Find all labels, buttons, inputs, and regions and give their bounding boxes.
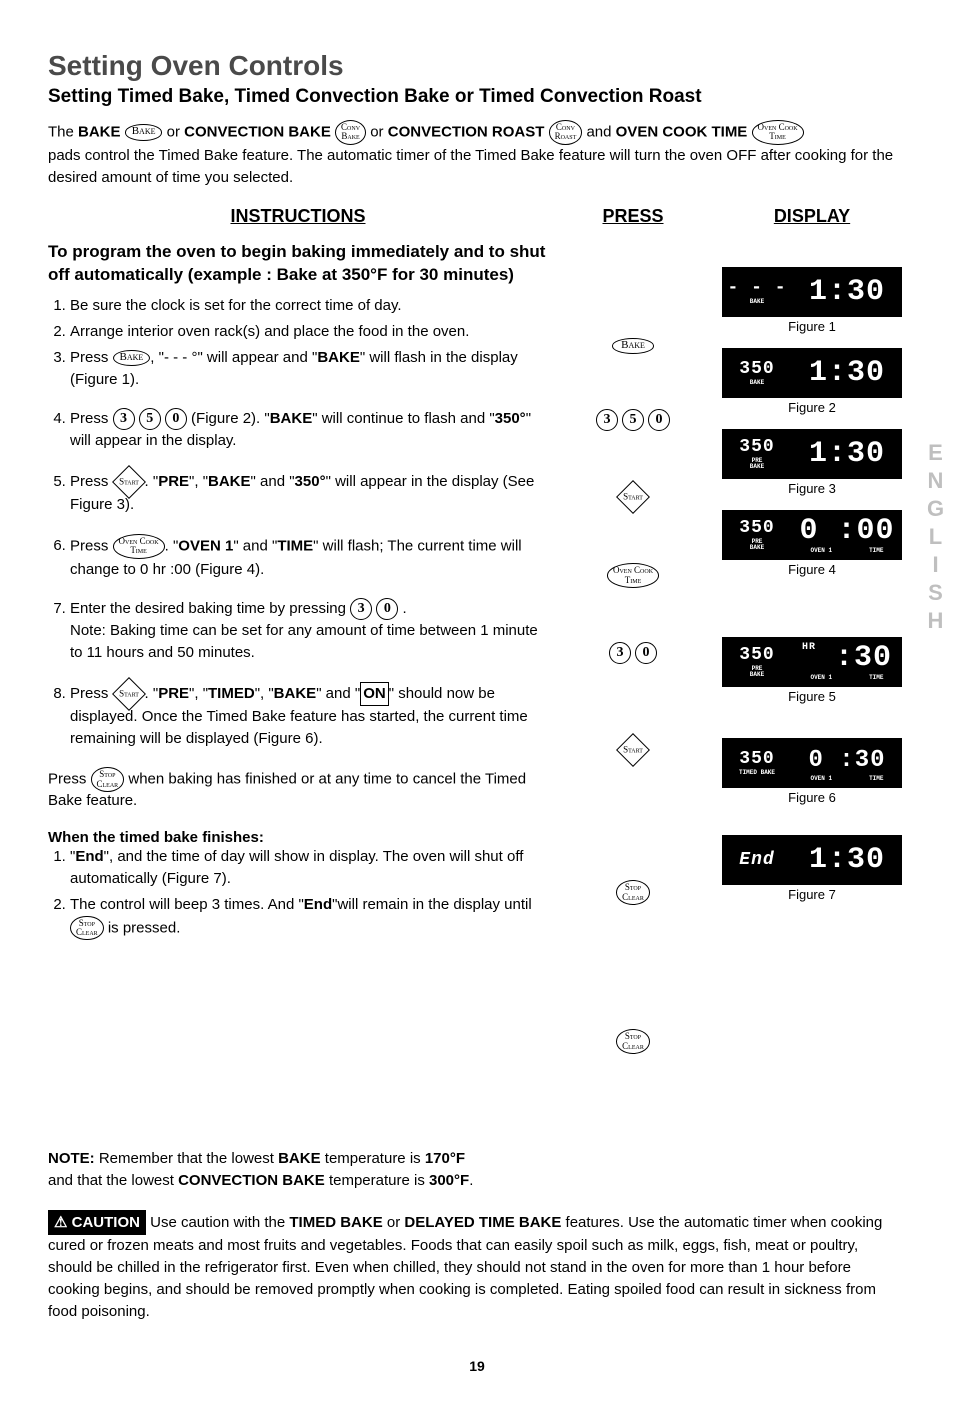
press-ovencook: Oven CookTime (548, 563, 718, 588)
display-header: DISPLAY (718, 206, 906, 227)
display-fig1: - - -BAKE 1:30 (722, 267, 902, 317)
oven-cook-time-pad-icon: Oven CookTime (113, 534, 165, 559)
finish-2: The control will beep 3 times. And "End"… (70, 894, 548, 941)
page-subtitle: Setting Timed Bake, Timed Convection Bak… (48, 86, 906, 108)
on-box: ON (360, 682, 389, 706)
digit-0-icon: 0 (165, 408, 187, 430)
display-fig5: 350PREBAKE HR :30OVEN 1TIME (722, 637, 902, 687)
bake-pad-icon: Bake (113, 350, 151, 367)
step-6: Press Oven CookTime. "OVEN 1" and "TIME"… (70, 534, 548, 581)
digit-5-icon: 5 (622, 409, 644, 431)
press-stop2: StopClear (548, 1029, 718, 1054)
step-2: Arrange interior oven rack(s) and place … (70, 321, 548, 343)
fig5-label: Figure 5 (718, 689, 906, 704)
example-heading: To program the oven to begin baking imme… (48, 241, 548, 287)
page-number: 19 (48, 1358, 906, 1374)
stop-clear-pad-icon: StopClear (616, 880, 650, 905)
step-3: Press Bake, "- - - °" will appear and "B… (70, 347, 548, 391)
fig1-label: Figure 1 (718, 319, 906, 334)
start-pad-icon: Start (112, 465, 146, 499)
press-start: Start (548, 485, 718, 509)
fig2-label: Figure 2 (718, 400, 906, 415)
fig3-label: Figure 3 (718, 481, 906, 496)
display-fig3: 350PREBAKE 1:30 (722, 429, 902, 479)
fig4-label: Figure 4 (718, 562, 906, 577)
fig6-label: Figure 6 (718, 790, 906, 805)
instructions-header: INSTRUCTIONS (48, 206, 548, 227)
oven-cook-time-pad-icon: Oven CookTime (607, 563, 659, 588)
instructions-column: To program the oven to begin baking imme… (48, 237, 548, 1108)
press-bake: Bake (548, 337, 718, 355)
finishes-heading: When the timed bake finishes: (48, 829, 548, 846)
stop-clear-pad-icon: StopClear (616, 1029, 650, 1054)
fig7-label: Figure 7 (718, 887, 906, 902)
conv-bake-pad-icon: ConvBake (335, 120, 366, 145)
press-30: 30 (548, 642, 718, 664)
step-5: Press Start. "PRE", "BAKE" and "350°" wi… (70, 470, 548, 516)
display-fig4: 350PREBAKE 0 :00OVEN 1TIME (722, 510, 902, 560)
digit-3-icon: 3 (113, 408, 135, 430)
start-pad-icon: Start (616, 480, 650, 514)
press-start2: Start (548, 738, 718, 762)
stop-clear-pad-icon: StopClear (91, 767, 125, 792)
step-8: Press Start. "PRE", "TIMED", "BAKE" and … (70, 682, 548, 750)
digit-3-icon: 3 (596, 409, 618, 431)
press-350: 350 (548, 409, 718, 431)
side-watermark: ENGLISH (922, 440, 948, 636)
digit-0-icon: 0 (635, 642, 657, 664)
display-fig7: End 1:30 (722, 835, 902, 885)
stop-clear-pad-icon: StopClear (70, 916, 104, 941)
press-stop-para: Press StopClear when baking has finished… (48, 767, 548, 809)
digit-0-icon: 0 (376, 598, 398, 620)
display-fig2: 350BAKE 1:30 (722, 348, 902, 398)
note-paragraph: NOTE: Remember that the lowest BAKE temp… (48, 1148, 906, 1192)
oven-cook-time-pad-icon: Oven CookTime (752, 120, 804, 145)
step-4: Press 3 5 0 (Figure 2). "BAKE" will cont… (70, 408, 548, 452)
start-pad-icon: Start (112, 677, 146, 711)
digit-3-icon: 3 (350, 598, 372, 620)
step-1: Be sure the clock is set for the correct… (70, 295, 548, 317)
finish-1: "End", and the time of day will show in … (70, 846, 548, 890)
conv-roast-pad-icon: ConvRoast (549, 120, 583, 145)
intro-paragraph: The BAKE Bake or CONVECTION BAKE ConvBak… (48, 120, 906, 188)
digit-5-icon: 5 (139, 408, 161, 430)
press-header: PRESS (548, 206, 718, 227)
press-stop: StopClear (548, 880, 718, 905)
start-pad-icon: Start (616, 733, 650, 767)
caution-box: ⚠ CAUTION Use caution with the TIMED BAK… (48, 1210, 906, 1323)
bake-pad-icon: Bake (612, 338, 654, 354)
column-headers: INSTRUCTIONS PRESS DISPLAY (48, 206, 906, 227)
step-7: Enter the desired baking time by pressin… (70, 598, 548, 664)
press-column: Bake 350 Start Oven CookTime 30 Start St… (548, 237, 718, 1108)
digit-3-icon: 3 (609, 642, 631, 664)
caution-label: ⚠ CAUTION (48, 1210, 146, 1236)
page-title: Setting Oven Controls (48, 50, 906, 82)
digit-0-icon: 0 (648, 409, 670, 431)
display-fig6: 350TIMED BAKE 0 :30OVEN 1TIME (722, 738, 902, 788)
display-column: - - -BAKE 1:30 Figure 1 350BAKE 1:30 Fig… (718, 237, 906, 1108)
bake-pad-icon: Bake (125, 124, 163, 141)
